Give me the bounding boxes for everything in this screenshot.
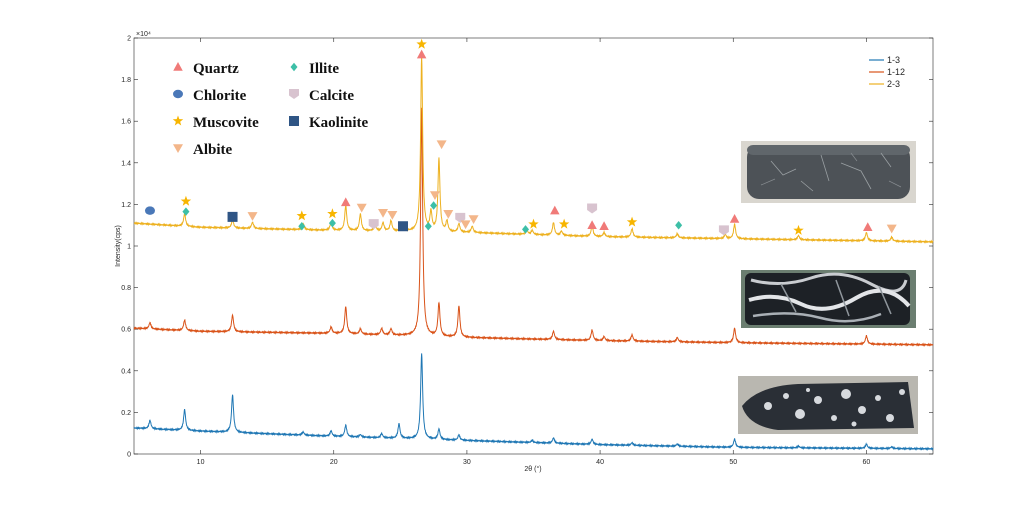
marker-albite-13: [387, 211, 398, 220]
y-tick-label-0: 0: [127, 452, 131, 459]
marker-calcite-29: [587, 203, 598, 214]
y-tick-label-10: 2: [127, 36, 131, 43]
legend-symbol-kaolinite: [289, 116, 299, 126]
y-tick-label-1: 0.2: [121, 410, 131, 417]
y-tick-label-5: 1: [127, 244, 131, 251]
legend-label-albite: Albite: [193, 142, 233, 158]
legend-symbol-albite: [173, 144, 183, 153]
series-legend-label-1-12: 1-12: [887, 67, 905, 77]
mineral-markers: [144, 38, 897, 236]
y-tick-label-6: 1.2: [121, 202, 131, 209]
marker-muscovite-28: [558, 218, 570, 229]
marker-illite-6: [298, 221, 306, 231]
series-line-1-12: [133, 107, 934, 347]
mineral-legend: Quartz Illite Chlorite Calcite Muscovite Kaol…: [172, 61, 369, 158]
marker-illite-25: [522, 225, 530, 234]
marker-kaolinite-14: [397, 221, 408, 232]
legend-label-kaolinite: Kaolinite: [309, 115, 369, 131]
y-tick-label-8: 1.6: [121, 119, 131, 126]
y-exponent-label: ×10⁴: [136, 31, 151, 38]
legend-symbol-muscovite: [172, 115, 184, 126]
marker-quartz-31: [599, 221, 609, 230]
marker-quartz-35: [729, 213, 740, 223]
y-tick-label-9: 1.8: [121, 77, 131, 84]
marker-albite-4: [247, 212, 258, 221]
legend-label-quartz: Quartz: [193, 61, 239, 77]
marker-quartz-16: [416, 49, 427, 59]
marker-illite-18: [430, 201, 438, 210]
marker-kaolinite-3: [227, 211, 238, 222]
axis-ticks: 10 20 30 40 50 60 0 0.2 0.4 0.6 0.8 1 1.2 1.4 1.6 1.8 2: [121, 36, 933, 466]
marker-quartz-9: [340, 197, 351, 207]
marker-albite-23: [460, 220, 471, 230]
marker-illite-17: [424, 221, 432, 231]
x-tick-label-3: 40: [596, 459, 604, 466]
marker-albite-12: [378, 208, 389, 218]
marker-chlorite-0: [144, 206, 155, 215]
series-legend: 1-3 1-12 2-3: [869, 55, 905, 89]
marker-quartz-27: [550, 205, 560, 215]
legend-symbol-quartz: [173, 62, 183, 71]
series-legend-label-1-3: 1-3: [887, 55, 900, 65]
legend-symbol-chlorite: [173, 89, 183, 99]
core-photo-1-3: [738, 376, 918, 434]
x-tick-label-2: 30: [463, 459, 471, 466]
marker-muscovite-26: [528, 218, 539, 229]
legend-label-calcite: Calcite: [309, 88, 354, 104]
series-lines: [133, 56, 934, 452]
marker-albite-24: [468, 215, 479, 224]
x-tick-label-0: 10: [197, 459, 205, 466]
series-line-1-3: [133, 353, 934, 452]
marker-muscovite-5: [296, 210, 308, 221]
core-photo-1-12: [741, 270, 916, 328]
series-legend-label-2-3: 2-3: [887, 79, 900, 89]
marker-albite-38: [886, 224, 897, 234]
marker-albite-20: [436, 140, 447, 150]
y-tick-label-2: 0.4: [121, 368, 131, 375]
x-tick-label-5: 60: [863, 459, 871, 466]
marker-muscovite-2: [180, 195, 192, 206]
x-axis-label: 2θ (°): [524, 465, 541, 473]
marker-albite-19: [429, 191, 440, 201]
legend-symbol-illite: [290, 62, 298, 72]
legend-label-illite: Illite: [309, 61, 339, 77]
series-line-2-3: [133, 56, 934, 244]
marker-albite-10: [356, 203, 367, 213]
y-axis-label: Intensity(cps): [115, 225, 122, 267]
core-photo-2-3: [741, 141, 916, 203]
marker-muscovite-7: [327, 208, 338, 219]
marker-illite-33: [675, 220, 683, 230]
marker-muscovite-32: [626, 216, 638, 227]
marker-quartz-37: [862, 222, 873, 232]
y-tick-label-3: 0.6: [121, 327, 131, 334]
marker-calcite-11: [368, 219, 379, 230]
marker-calcite-34: [718, 225, 729, 236]
x-tick-label-1: 20: [330, 459, 338, 466]
marker-quartz-30: [587, 220, 597, 229]
x-tick-label-4: 50: [729, 459, 737, 466]
marker-illite-8: [328, 218, 336, 228]
marker-muscovite-15: [416, 38, 427, 49]
y-tick-label-4: 0.8: [121, 285, 131, 292]
marker-illite-1: [182, 207, 190, 216]
legend-label-chlorite: Chlorite: [193, 88, 247, 104]
marker-albite-21: [443, 210, 454, 219]
y-tick-label-7: 1.4: [121, 160, 131, 167]
marker-muscovite-36: [793, 224, 804, 235]
legend-symbol-calcite: [289, 89, 299, 99]
legend-label-muscovite: Muscovite: [193, 115, 259, 131]
